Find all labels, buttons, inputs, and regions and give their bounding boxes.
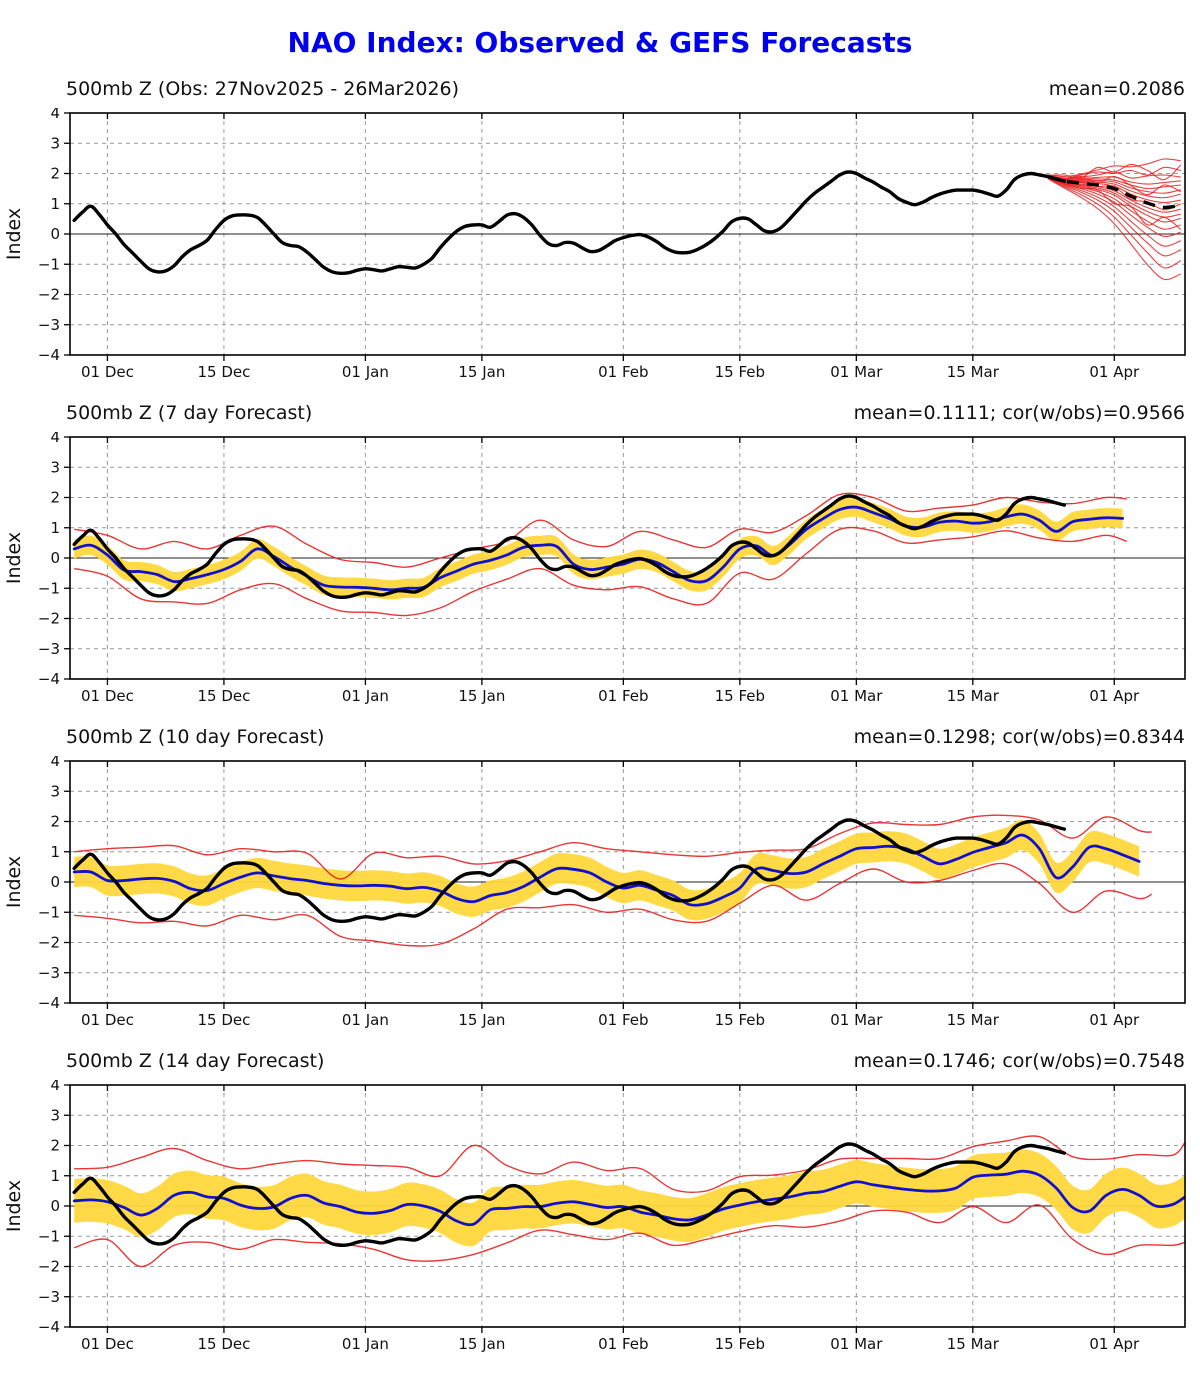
svg-text:01 Feb: 01 Feb [598, 1335, 648, 1353]
svg-text:1: 1 [50, 843, 60, 861]
svg-text:01 Dec: 01 Dec [81, 1335, 134, 1353]
svg-text:01 Jan: 01 Jan [342, 1335, 389, 1353]
svg-text:−1: −1 [38, 255, 60, 273]
panel-title: 500mb Z (7 day Forecast) [66, 402, 313, 424]
svg-text:15 Mar: 15 Mar [947, 687, 1000, 705]
svg-text:15 Jan: 15 Jan [458, 1011, 505, 1029]
panel-title: 500mb Z (Obs: 27Nov2025 - 26Mar2026) [66, 78, 460, 100]
svg-text:15 Mar: 15 Mar [947, 1011, 1000, 1029]
figure-title: NAO Index: Observed & GEFS Forecasts [287, 26, 913, 59]
svg-text:01 Feb: 01 Feb [598, 363, 648, 381]
svg-text:3: 3 [50, 1106, 60, 1124]
svg-text:15 Dec: 15 Dec [197, 1335, 250, 1353]
svg-text:1: 1 [50, 1167, 60, 1185]
svg-text:0: 0 [50, 873, 60, 891]
svg-text:3: 3 [50, 134, 60, 152]
svg-text:15 Dec: 15 Dec [197, 1011, 250, 1029]
svg-text:−1: −1 [38, 579, 60, 597]
svg-text:01 Jan: 01 Jan [342, 363, 389, 381]
svg-text:−1: −1 [38, 903, 60, 921]
svg-text:01 Apr: 01 Apr [1089, 363, 1140, 381]
panel-stats: mean=0.1111; cor(w/obs)=0.9566 [853, 402, 1185, 424]
svg-text:3: 3 [50, 782, 60, 800]
panel-observed: 500mb Z (Obs: 27Nov2025 - 26Mar2026) mea… [0, 78, 1200, 384]
panel-14day-forecast: 500mb Z (14 day Forecast) mean=0.1746; c… [0, 1050, 1200, 1356]
svg-text:2: 2 [50, 813, 60, 831]
svg-text:01 Dec: 01 Dec [81, 1011, 134, 1029]
panel-observed-header: 500mb Z (Obs: 27Nov2025 - 26Mar2026) mea… [0, 78, 1200, 104]
plot-observed: 01 Dec 15 Dec 01 Jan 15 Jan 01 Feb 15 Feb 01 M… [3, 108, 1186, 381]
panel-14day-header: 500mb Z (14 day Forecast) mean=0.1746; c… [0, 1050, 1200, 1076]
svg-text:−3: −3 [38, 640, 60, 658]
svg-text:01 Jan: 01 Jan [342, 1011, 389, 1029]
svg-text:15 Feb: 15 Feb [715, 687, 765, 705]
svg-text:2: 2 [50, 165, 60, 183]
svg-text:Index: Index [3, 856, 25, 908]
svg-text:01 Apr: 01 Apr [1089, 1011, 1140, 1029]
svg-text:15 Jan: 15 Jan [458, 687, 505, 705]
panel-stats: mean=0.1746; cor(w/obs)=0.7548 [853, 1050, 1185, 1072]
svg-text:−1: −1 [38, 1227, 60, 1245]
svg-text:0: 0 [50, 225, 60, 243]
svg-text:−4: −4 [38, 670, 60, 688]
svg-text:4: 4 [50, 432, 60, 446]
svg-text:−2: −2 [38, 934, 60, 952]
plot-10day-forecast: 01 Dec 15 Dec 01 Jan 15 Jan 01 Feb 15 Feb 01 M… [3, 756, 1186, 1029]
svg-text:4: 4 [50, 756, 60, 770]
svg-text:01 Mar: 01 Mar [830, 363, 883, 381]
svg-text:−4: −4 [38, 994, 60, 1012]
svg-text:01 Mar: 01 Mar [830, 1011, 883, 1029]
svg-text:01 Feb: 01 Feb [598, 687, 648, 705]
svg-text:15 Dec: 15 Dec [197, 687, 250, 705]
svg-text:15 Feb: 15 Feb [715, 363, 765, 381]
svg-text:1: 1 [50, 519, 60, 537]
svg-text:01 Mar: 01 Mar [830, 1335, 883, 1353]
svg-text:15 Mar: 15 Mar [947, 363, 1000, 381]
svg-text:01 Feb: 01 Feb [598, 1011, 648, 1029]
svg-text:−3: −3 [38, 1288, 60, 1306]
svg-text:15 Jan: 15 Jan [458, 363, 505, 381]
svg-text:15 Dec: 15 Dec [197, 363, 250, 381]
svg-text:Index: Index [3, 1180, 25, 1232]
panel-7day-header: 500mb Z (7 day Forecast) mean=0.1111; co… [0, 402, 1200, 428]
svg-text:01 Jan: 01 Jan [342, 687, 389, 705]
svg-text:0: 0 [50, 549, 60, 567]
svg-text:15 Mar: 15 Mar [947, 1335, 1000, 1353]
svg-text:2: 2 [50, 489, 60, 507]
svg-text:2: 2 [50, 1137, 60, 1155]
panel-stats: mean=0.1298; cor(w/obs)=0.8344 [853, 726, 1185, 748]
svg-text:−2: −2 [38, 1258, 60, 1276]
svg-text:15 Jan: 15 Jan [458, 1335, 505, 1353]
svg-text:0: 0 [50, 1197, 60, 1215]
svg-text:−4: −4 [38, 1318, 60, 1336]
plot-14day-forecast: 01 Dec 15 Dec 01 Jan 15 Jan 01 Feb 15 Feb 01 M… [3, 1080, 1186, 1353]
panel-stats: mean=0.2086 [1048, 78, 1185, 100]
svg-text:1: 1 [50, 195, 60, 213]
svg-text:01 Dec: 01 Dec [81, 687, 134, 705]
plot-7day-forecast: 01 Dec 15 Dec 01 Jan 15 Jan 01 Feb 15 Feb 01 M… [3, 432, 1186, 705]
panel-10day-forecast: 500mb Z (10 day Forecast) mean=0.1298; c… [0, 726, 1200, 1032]
svg-text:15 Feb: 15 Feb [715, 1011, 765, 1029]
svg-text:−4: −4 [38, 346, 60, 364]
svg-text:15 Feb: 15 Feb [715, 1335, 765, 1353]
svg-text:01 Apr: 01 Apr [1089, 1335, 1140, 1353]
svg-text:−2: −2 [38, 610, 60, 628]
svg-text:4: 4 [50, 108, 60, 122]
svg-text:−3: −3 [38, 316, 60, 334]
panel-title: 500mb Z (14 day Forecast) [66, 1050, 325, 1072]
panel-title: 500mb Z (10 day Forecast) [66, 726, 325, 748]
svg-text:Index: Index [3, 532, 25, 584]
svg-text:4: 4 [50, 1080, 60, 1094]
svg-text:01 Apr: 01 Apr [1089, 687, 1140, 705]
svg-text:−2: −2 [38, 286, 60, 304]
svg-text:Index: Index [3, 208, 25, 260]
svg-text:−3: −3 [38, 964, 60, 982]
panel-7day-forecast: 500mb Z (7 day Forecast) mean=0.1111; co… [0, 402, 1200, 708]
svg-text:3: 3 [50, 458, 60, 476]
svg-text:01 Dec: 01 Dec [81, 363, 134, 381]
svg-text:01 Mar: 01 Mar [830, 687, 883, 705]
panel-10day-header: 500mb Z (10 day Forecast) mean=0.1298; c… [0, 726, 1200, 752]
